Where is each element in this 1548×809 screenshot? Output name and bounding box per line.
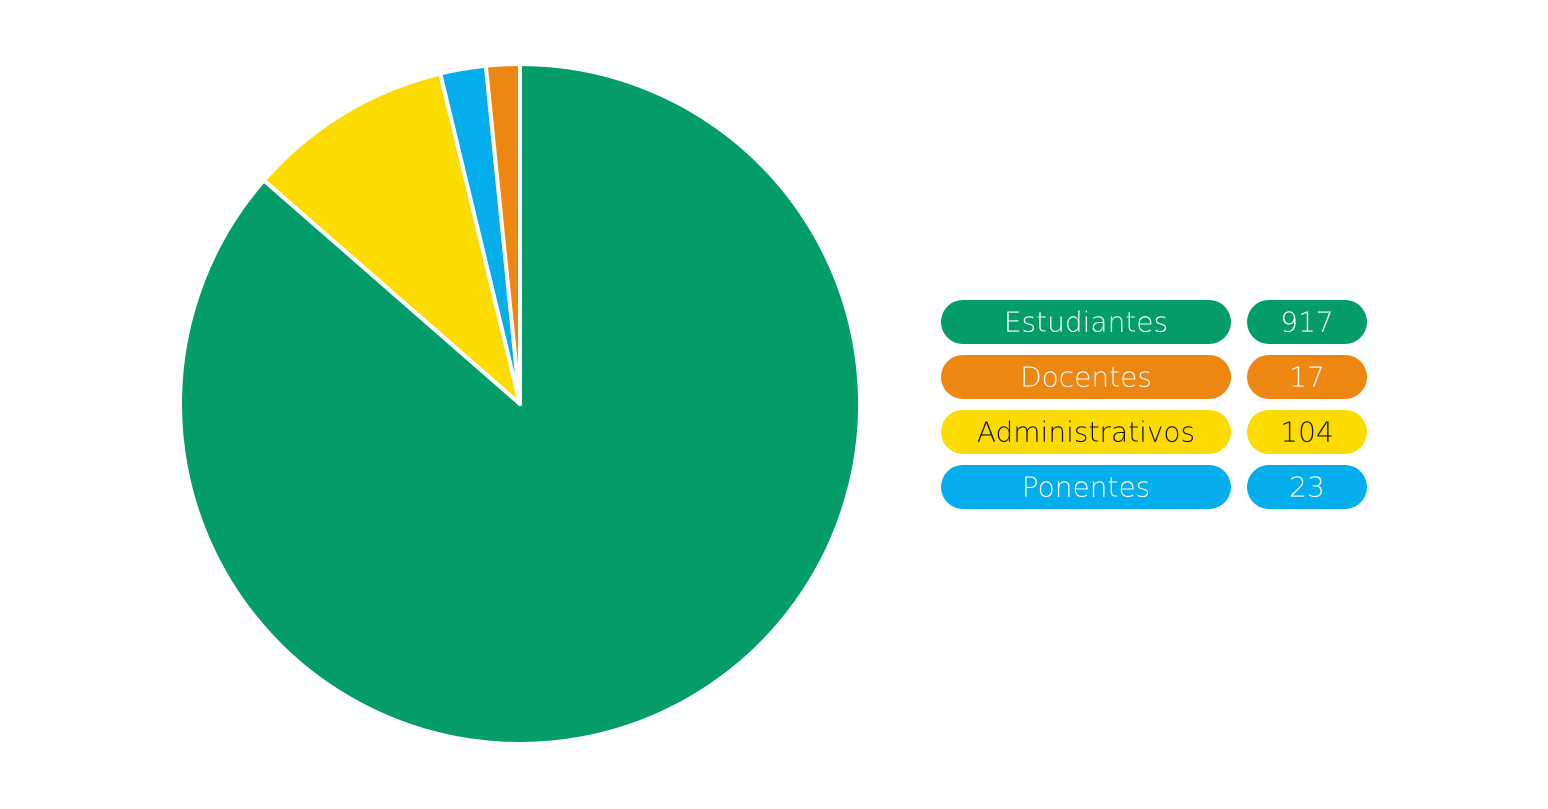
legend-label: Docentes xyxy=(1020,361,1152,394)
pie-slice xyxy=(261,71,522,406)
legend-label: Estudiantes xyxy=(1004,306,1168,339)
legend-pill xyxy=(941,410,1231,454)
legend-pill xyxy=(941,355,1231,399)
value-label: 104 xyxy=(1280,416,1333,449)
value-label: 23 xyxy=(1289,471,1325,504)
value-label: 917 xyxy=(1280,306,1333,339)
value-pill xyxy=(1247,300,1367,344)
value-pill xyxy=(1247,465,1367,509)
pie-slice xyxy=(483,62,522,406)
legend-label: Administrativos xyxy=(977,416,1195,449)
legend-pill xyxy=(941,465,1231,509)
value-pill xyxy=(1247,410,1367,454)
value-label: 17 xyxy=(1289,361,1325,394)
legend-pill xyxy=(941,300,1231,344)
legend-label: Ponentes xyxy=(1022,471,1151,504)
value-pill xyxy=(1247,355,1367,399)
